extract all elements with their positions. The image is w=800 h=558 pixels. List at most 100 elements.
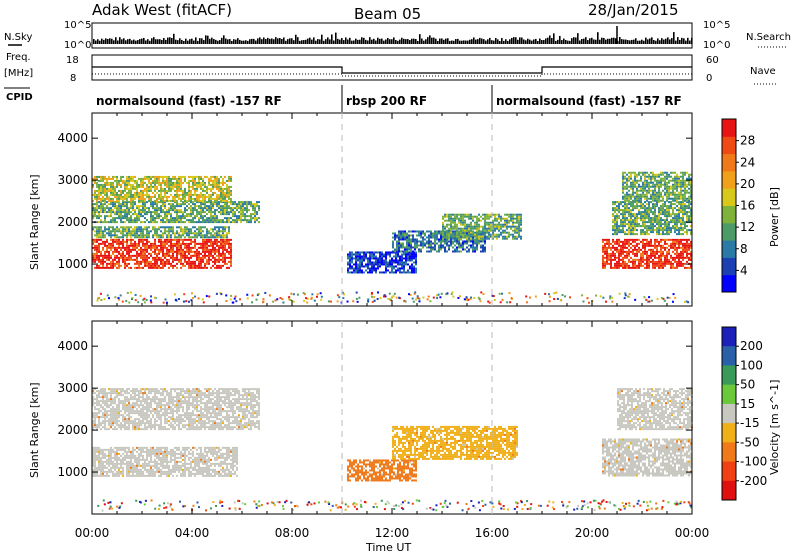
- echo-cell: [391, 265, 393, 267]
- echo-cell: [188, 192, 190, 194]
- echo-cell: [116, 182, 118, 184]
- echo-cell: [94, 247, 96, 249]
- echo-cell: [150, 261, 152, 263]
- echo-cell: [516, 226, 518, 228]
- echo-cell: [108, 267, 110, 269]
- echo-cell: [168, 259, 170, 261]
- echo-cell: [347, 257, 349, 259]
- echo-cell: [405, 253, 407, 255]
- echo-cell: [232, 211, 234, 213]
- echo-cell: [484, 216, 486, 218]
- echo-cell: [150, 200, 152, 202]
- echo-cell: [216, 198, 218, 200]
- echo-cell: [156, 205, 158, 207]
- echo-cell: [104, 190, 106, 192]
- echo-cell: [508, 234, 510, 236]
- echo-cell: [114, 201, 116, 203]
- echo-cell: [160, 209, 162, 211]
- echo-cell: [172, 219, 174, 221]
- echo-cell: [200, 247, 202, 249]
- echo-cell: [226, 251, 228, 253]
- echo-cell: [226, 249, 228, 251]
- echo-cell: [188, 190, 190, 192]
- noise-bar: [657, 38, 659, 44]
- echo-cell: [682, 209, 684, 211]
- echo-cell: [375, 255, 377, 257]
- echo-cell: [218, 265, 220, 267]
- echo-cell: [638, 239, 640, 241]
- echo-cell: [401, 257, 403, 259]
- echo-cell: [218, 207, 220, 209]
- echo-cell: [640, 176, 642, 178]
- echo-cell: [232, 203, 234, 205]
- echo-cell: [126, 194, 128, 196]
- noise-bar: [521, 38, 523, 44]
- echo-cell: [160, 259, 162, 261]
- echo-cell: [400, 246, 402, 248]
- echo-cell: [632, 219, 634, 221]
- echo-cell: [396, 246, 398, 248]
- echo-cell: [94, 196, 96, 198]
- echo-cell: [632, 263, 634, 265]
- echo-cell: [206, 263, 208, 265]
- echo-cell: [602, 261, 604, 263]
- echo-cell: [116, 228, 118, 230]
- echo-cell: [612, 253, 614, 255]
- echo-cell: [156, 265, 158, 267]
- echo-cell: [100, 184, 102, 186]
- echo-cell: [194, 198, 196, 200]
- echo-cell: [146, 255, 148, 257]
- echo-cell: [240, 215, 242, 217]
- echo-cell: [454, 250, 456, 252]
- echo-cell: [638, 186, 640, 188]
- echo-cell: [416, 242, 418, 244]
- echo-cell: [152, 259, 154, 261]
- echo-cell: [230, 239, 232, 241]
- echo-cell: [438, 248, 440, 250]
- echo-cell: [108, 184, 110, 186]
- echo-cell: [504, 220, 506, 222]
- echo-cell: [604, 257, 606, 259]
- echo-cell: [210, 267, 212, 269]
- echo-cell: [638, 243, 640, 245]
- echo-cell: [385, 259, 387, 261]
- echo-cell: [636, 221, 638, 223]
- echo-cell: [664, 201, 666, 203]
- echo-cell: [624, 257, 626, 259]
- echo-cell: [204, 207, 206, 209]
- echo-cell: [198, 253, 200, 255]
- echo-cell: [424, 232, 426, 234]
- echo-cell: [488, 230, 490, 232]
- echo-cell: [624, 205, 626, 207]
- echo-cell: [184, 265, 186, 267]
- echo-cell: [630, 261, 632, 263]
- echo-cell: [676, 261, 678, 263]
- echo-cell: [120, 219, 122, 221]
- echo-cell: [646, 213, 648, 215]
- noise-bar: [393, 37, 395, 44]
- echo-cell: [642, 265, 644, 267]
- echo-cell: [642, 190, 644, 192]
- noise-bar: [95, 41, 97, 44]
- echo-cell: [200, 200, 202, 202]
- echo-cell: [484, 232, 486, 234]
- echo-cell: [142, 205, 144, 207]
- echo-cell: [204, 203, 206, 205]
- echo-cell: [614, 231, 616, 233]
- echo-cell: [508, 216, 510, 218]
- echo-cell: [668, 245, 670, 247]
- echo-cell: [438, 232, 440, 234]
- echo-cell: [634, 227, 636, 229]
- echo-cell: [212, 182, 214, 184]
- echo-cell: [660, 255, 662, 257]
- echo-cell: [188, 194, 190, 196]
- echo-cell: [642, 253, 644, 255]
- echo-cell: [652, 229, 654, 231]
- echo-cell: [678, 243, 680, 245]
- echo-cell: [254, 213, 256, 215]
- echo-cell: [214, 259, 216, 261]
- echo-cell: [150, 190, 152, 192]
- noise-bar: [285, 41, 287, 44]
- echo-cell: [369, 269, 371, 271]
- echo-cell: [401, 265, 403, 267]
